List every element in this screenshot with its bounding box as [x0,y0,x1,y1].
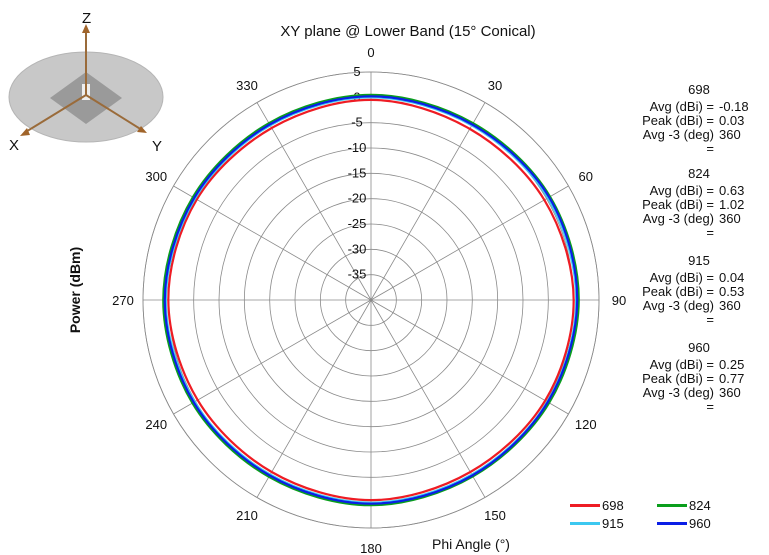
stats-peak-label: Peak (dBi) = [642,197,714,212]
stats-avg-label: Avg (dBi) = [649,183,714,198]
stats-avg-label: Avg (dBi) = [649,270,714,285]
stats-beam-label: Avg -3 (deg) = [642,211,714,240]
legend-label: 915 [602,516,624,531]
r-tick-label: -15 [348,165,367,180]
stats-beam-label: Avg -3 (deg) = [642,298,714,327]
r-tick-label: -10 [348,140,367,155]
stats-avg-label: Avg (dBi) = [649,357,714,372]
stats-block-915: 915 Avg (dBi) = 0.04 Peak (dBi) = 0.53 Avg… [634,254,764,327]
stats-beam-value: 360 [719,127,741,142]
stats-peak-value: 0.77 [719,371,745,386]
r-axis-label: Power (dBm) [67,247,83,333]
legend-label: 824 [689,498,711,513]
legend-label: 698 [602,498,624,513]
stats-frequency: 960 [688,340,710,355]
stats-block-960: 960 Avg (dBi) = 0.25 Peak (dBi) = 0.77 Avg… [634,341,764,414]
angle-tick-labels: 0 30 60 90 120 150 180 210 240 270 300 330 [112,45,626,555]
grid-spoke [370,102,486,301]
axis-label-y: Y [152,138,162,155]
stats-frequency: 915 [688,253,710,268]
angle-tick-label: 60 [579,169,593,184]
angle-tick-label: 210 [236,508,258,523]
angle-tick-label: 180 [360,541,382,555]
angle-tick-label: 300 [145,169,167,184]
angle-tick-label: 240 [145,417,167,432]
stats-frequency: 698 [688,82,710,97]
legend-item-960: 960 [657,516,711,531]
r-tick-label: -30 [348,241,367,256]
polar-grid [142,71,600,529]
legend-swatch [570,522,600,525]
stats-peak-value: 0.03 [719,113,745,128]
series-line-960 [163,95,579,505]
stats-peak-label: Peak (dBi) = [642,113,714,128]
stats-avg-value: 0.04 [719,270,745,285]
data-series [162,93,580,507]
stats-beam-value: 360 [719,298,741,313]
stats-avg-value: 0.63 [719,183,745,198]
legend-item-824: 824 [657,498,711,513]
angle-tick-label: 90 [612,293,626,308]
legend-label: 960 [689,516,711,531]
stats-beam-value: 360 [719,211,741,226]
angle-tick-label: 0 [367,45,374,60]
stats-peak-label: Peak (dBi) = [642,371,714,386]
stats-block-824: 824 Avg (dBi) = 0.63 Peak (dBi) = 1.02 Avg… [634,167,764,240]
grid-spoke [256,102,372,301]
stats-beam-label: Avg -3 (deg) = [642,385,714,414]
grid-spoke [370,299,486,498]
grid-spoke [256,299,372,498]
stats-peak-value: 0.53 [719,284,745,299]
angle-tick-label: 330 [236,78,258,93]
stats-beam-value: 360 [719,385,741,400]
axes-orientation-icon: Z X Y [8,10,164,155]
chart-title: XY plane @ Lower Band (15° Conical) [280,23,535,40]
legend-item-915: 915 [570,516,624,531]
angle-tick-label: 120 [575,417,597,432]
stats-avg-value: -0.18 [719,99,749,114]
r-tick-label: 5 [353,64,360,79]
legend-swatch [570,504,600,507]
angle-tick-label: 30 [488,78,502,93]
stats-block-698: 698 Avg (dBi) = -0.18 Peak (dBi) = 0.03 Av… [634,83,764,156]
stats-peak-value: 1.02 [719,197,745,212]
stats-avg-value: 0.25 [719,357,745,372]
grid-spoke [173,299,372,415]
legend-swatch [657,522,687,525]
legend-swatch [657,504,687,507]
stats-beam-label: Avg -3 (deg) = [642,127,714,156]
grid-spoke [370,185,569,301]
r-tick-label: -20 [348,191,367,206]
stats-peak-label: Peak (dBi) = [642,284,714,299]
stats-frequency: 824 [688,166,710,181]
axis-label-x: X [9,137,19,154]
r-tick-label: -25 [348,216,367,231]
angle-tick-label: 270 [112,293,134,308]
r-tick-label: -5 [351,115,363,130]
stats-avg-label: Avg (dBi) = [649,99,714,114]
x-axis-label: Phi Angle (°) [432,536,510,552]
series-line-698 [167,98,575,502]
radial-tick-labels: 50-5-10-15-20-25-30-35 [348,64,367,282]
legend-item-698: 698 [570,498,624,513]
grid-spoke [370,299,569,415]
axis-label-z: Z [82,10,91,27]
grid-spoke [173,185,372,301]
r-tick-label: -35 [348,267,367,282]
angle-tick-label: 150 [484,508,506,523]
